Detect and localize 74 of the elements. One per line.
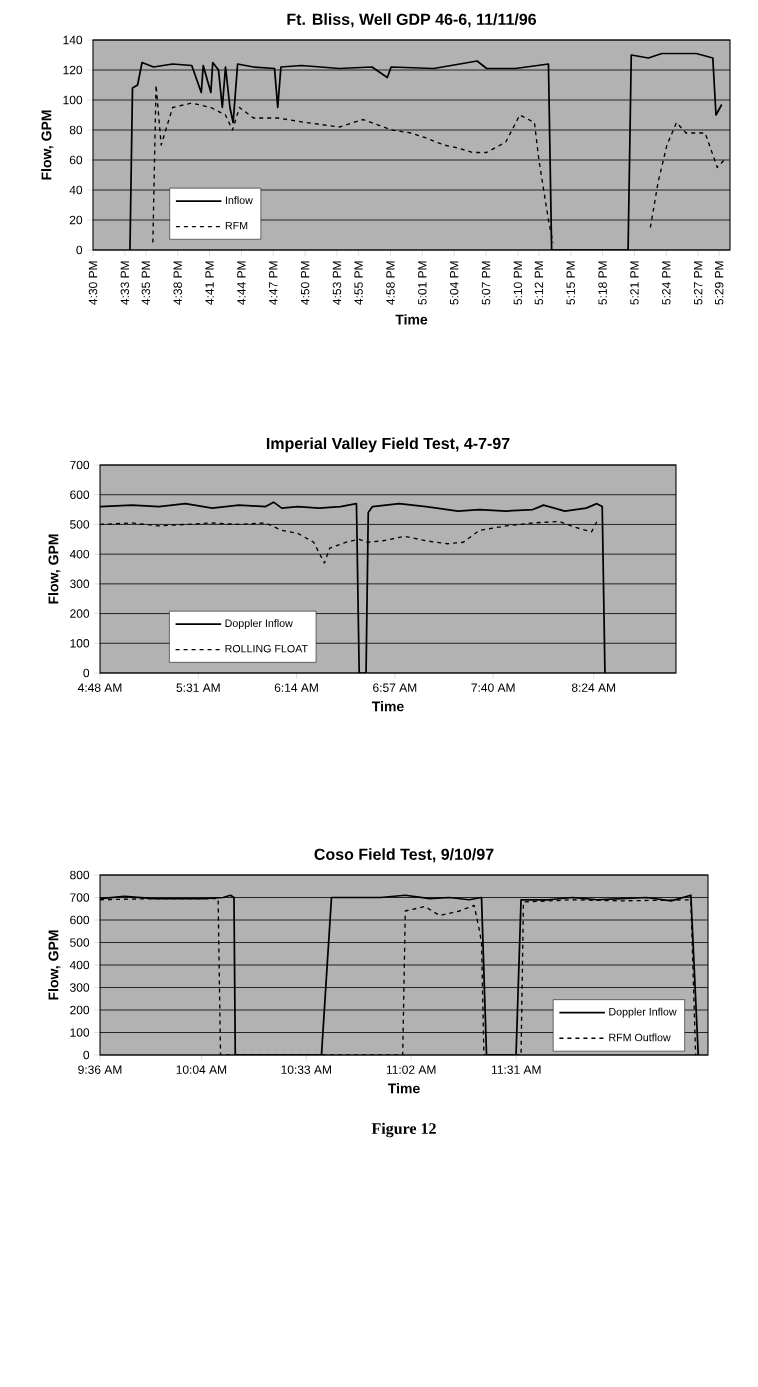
y-tick-label: 0: [83, 1050, 90, 1060]
legend-label: Doppler Inflow: [225, 619, 293, 630]
x-tick-label: 4:41 PM: [205, 261, 214, 305]
x-tick-label: 4:38 PM: [173, 261, 182, 305]
x-tick-label: 4:35 PM: [141, 261, 151, 305]
x-tick-label: 4:58 PM: [386, 261, 395, 305]
y-tick-label: 80: [69, 125, 83, 135]
x-tick-label: 5:04 PM: [449, 261, 459, 305]
x-tick-label: 4:55 PM: [354, 261, 363, 305]
x-tick-label: 5:12 PM: [534, 261, 544, 305]
chart-title: Ft. Bliss, Well GDP 46-6, 11/11/96: [287, 13, 537, 28]
y-tick-label: 400: [69, 960, 90, 970]
y-axis-title: Flow, GPM: [48, 930, 61, 1000]
chart-title: Coso Field Test, 9/10/97: [314, 848, 494, 863]
y-tick-label: 700: [70, 893, 90, 902]
y-axis-title: Flow, GPM: [41, 110, 54, 180]
y-tick-label: 40: [69, 185, 83, 195]
x-tick-label: 5:07 PM: [481, 261, 491, 305]
y-tick-label: 100: [70, 1028, 90, 1037]
x-tick-label: 5:15 PM: [566, 261, 575, 305]
x-tick-label: 5:10 PM: [513, 261, 523, 305]
caption: Figure 12: [371, 1122, 436, 1138]
y-tick-label: 0: [76, 245, 83, 255]
chart-title: Imperial Valley Field Test, 4-7-97: [266, 437, 510, 453]
y-tick-label: 200: [70, 609, 90, 618]
x-tick-label: 4:47 PM: [269, 261, 278, 305]
x-tick-label: 5:31 AM: [176, 683, 220, 692]
y-tick-label: 200: [70, 1005, 90, 1015]
legend-label: RFM Outflow: [609, 1033, 671, 1042]
x-tick-label: 6:14 AM: [274, 683, 318, 692]
x-tick-label: 11:31 AM: [491, 1065, 541, 1074]
x-tick-label: 5:29 PM: [714, 261, 724, 305]
x-axis-title: Time: [371, 701, 404, 712]
x-tick-label: 5:27 PM: [693, 261, 703, 305]
x-tick-label: 9:36 AM: [78, 1065, 122, 1074]
x-tick-label: 6:57 AM: [373, 683, 417, 692]
x-tick-label: 8:24 AM: [571, 683, 616, 692]
legend-label: Inflow: [225, 196, 253, 204]
x-tick-label: 10:04 AM: [176, 1065, 227, 1074]
y-tick-label: 100: [63, 95, 83, 105]
legend-label: ROLLING FLOAT: [225, 644, 308, 653]
x-tick-label: 5:18 PM: [598, 261, 607, 305]
x-tick-label: 5:01 PM: [418, 261, 427, 305]
y-axis-title: Flow, GPM: [48, 534, 61, 604]
y-tick-label: 120: [63, 65, 83, 75]
x-tick-label: 5:24 PM: [662, 261, 671, 305]
y-tick-label: 60: [69, 155, 83, 165]
y-tick-label: 140: [63, 35, 83, 45]
y-tick-label: 400: [69, 549, 90, 559]
y-tick-label: 800: [70, 870, 90, 880]
x-tick-label: 4:53 PM: [332, 261, 342, 305]
x-tick-label: 11:02 AM: [386, 1065, 436, 1074]
x-tick-label: 10:33 AM: [281, 1065, 331, 1074]
y-tick-label: 600: [70, 490, 90, 499]
legend-label: RFM: [225, 221, 248, 230]
y-tick-label: 700: [70, 460, 90, 470]
x-tick-label: 7:40 AM: [471, 683, 515, 692]
y-tick-label: 500: [70, 520, 90, 529]
y-tick-label: 300: [70, 983, 90, 992]
y-tick-label: 500: [70, 938, 90, 947]
x-tick-label: 5:21 PM: [630, 261, 639, 305]
x-tick-label: 4:44 PM: [237, 261, 246, 305]
x-tick-label: 4:50 PM: [300, 261, 310, 305]
y-tick-label: 100: [70, 639, 90, 648]
y-tick-label: 600: [70, 915, 90, 925]
x-tick-label: 4:48 AM: [77, 683, 122, 692]
y-tick-label: 20: [69, 215, 83, 225]
y-tick-label: 0: [83, 668, 90, 678]
y-tick-label: 300: [70, 579, 90, 589]
x-axis-title: Time: [395, 314, 428, 325]
x-tick-label: 4:33 PM: [120, 261, 130, 305]
legend-label: Doppler Inflow: [609, 1007, 677, 1018]
x-tick-label: 4:30 PM: [88, 261, 98, 305]
x-axis-title: Time: [387, 1083, 420, 1094]
